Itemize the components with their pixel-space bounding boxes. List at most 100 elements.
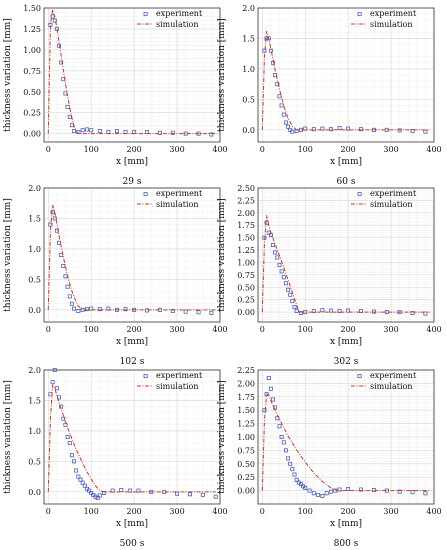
experiment-point [337,309,342,314]
experiment-point [76,309,81,313]
experiment-point [95,495,100,500]
experiment-point [200,492,205,497]
experiment-point [275,416,280,421]
experiment-point [266,376,271,380]
y-axis-label: thickness variation [mm] [217,18,227,132]
experiment-point [346,126,351,131]
experiment-point [423,129,428,134]
experiment-point [59,60,64,65]
experiment-point [329,489,333,494]
x-axis-label: x [mm] [330,157,362,167]
experiment-point [84,127,89,132]
experiment-point [288,461,293,466]
panel-caption: 800 s [334,539,359,549]
y-tick-label: 0.25 [23,109,41,118]
experiment-point [262,408,267,413]
x-tick-label: 400 [212,145,227,154]
experiment-point [320,126,325,131]
experiment-point [188,492,192,497]
y-tick-label: 0.25 [237,473,255,482]
experiment-point [87,488,92,493]
experiment-point [97,129,102,134]
simulation-line [261,393,430,492]
x-tick-label: 100 [84,145,99,154]
y-tick-label: 2.25 [237,196,255,205]
experiment-point [294,309,299,314]
legend-experiment-label: experiment [156,189,203,198]
x-axis-label: x [mm] [330,337,362,347]
plot-frame [257,369,435,505]
y-tick-label: 0.00 [23,130,41,139]
experiment-point [93,494,98,499]
legend-experiment-label: experiment [156,9,203,18]
chart-panel-2: 0 100 200 300 400 0.0 0.5 1.0 1.5 2.0 experiment si… [217,4,442,187]
y-tick-label: 1.5 [28,214,41,223]
experiment-point [286,456,290,461]
experiment-point [303,485,308,490]
experiment-point [268,386,273,391]
experiment-point [290,467,295,472]
simulation-line [47,204,216,311]
legend-experiment-label: experiment [370,371,417,380]
experiment-point [115,129,119,134]
experiment-point [281,112,286,117]
y-tick-label: 0.0 [28,306,41,315]
legend-experiment-marker [357,374,362,379]
y-tick-label: 0.00 [237,308,255,317]
y-tick-label: 2.0 [242,4,255,13]
chart-panel-5: 0 100 200 300 400 0.0 0.5 1.0 1.5 2.0 experiment si… [3,366,228,549]
experiment-point [279,435,284,439]
panel-caption: 60 s [337,177,356,187]
experiment-point [292,305,297,310]
experiment-point [69,453,74,458]
experiment-point [82,483,87,488]
experiment-point [157,130,162,135]
experiment-point [286,287,290,292]
y-tick-label: 1.75 [237,221,255,230]
plot-frame [257,187,435,323]
x-tick-label: 100 [84,507,99,516]
experiment-point [397,489,402,494]
experiment-point [213,494,218,499]
y-tick-label: 0.75 [237,271,255,280]
x-tick-label: 300 [383,507,398,516]
y-axis-label: thickness variation [mm] [3,18,13,132]
chart-panel-4: 0 100 200 300 400 0.00 0.25 0.50 0.75 1.00 1.25 1.5… [217,184,442,367]
legend-experiment-marker [143,374,148,379]
simulation-line [47,383,216,493]
experiment-point [57,240,61,245]
experiment-point [76,474,81,479]
x-tick-label: 400 [212,325,227,334]
panel-caption: 102 s [120,357,145,367]
experiment-point [72,306,76,311]
x-tick-label: 0 [260,325,265,334]
experiment-point [170,130,175,135]
y-axis-label: thickness variation [mm] [217,198,227,312]
experiment-point [279,269,284,274]
experiment-point [72,129,76,134]
x-tick-label: 200 [341,145,356,154]
y-tick-label: 0.5 [28,275,41,284]
x-tick-label: 100 [84,325,99,334]
legend: experiment simulation [137,9,203,29]
experiment-point [281,275,286,280]
experiment-point [275,82,280,87]
experiment-point [397,128,402,133]
experiment-point [78,477,83,482]
x-tick-label: 200 [127,325,142,334]
experiment-point [320,494,325,498]
experiment-point [119,488,124,492]
y-tick-label: 0.50 [237,460,255,469]
experiment-point [63,422,68,427]
y-tick-label: 1.5 [28,396,41,405]
legend-experiment-marker [357,12,362,17]
experiment-point [290,129,295,134]
experiment-point [65,284,70,289]
experiment-point [290,299,295,304]
experiment-point [279,103,284,108]
panel-caption: 500 s [120,539,145,549]
y-tick-label: 1.25 [237,246,255,255]
experiment-point [359,309,363,314]
y-tick-label: 1.25 [237,420,255,429]
y-tick-label: 1.50 [237,406,255,415]
